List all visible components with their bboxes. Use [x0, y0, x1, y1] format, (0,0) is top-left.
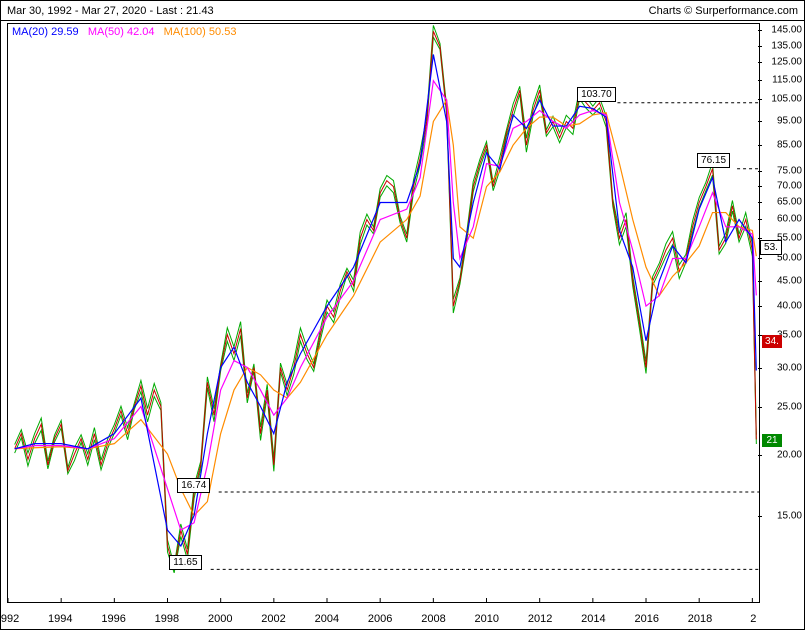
price-annotation: 16.74	[177, 478, 210, 493]
x-tick-label: 2006	[368, 613, 392, 625]
x-tick-label: 2010	[475, 613, 499, 625]
price-flag: 21	[762, 434, 782, 447]
stock-chart-container: Mar 30, 1992 - Mar 27, 2020 - Last : 21.…	[0, 0, 805, 630]
y-tick-label: 85.00	[762, 139, 802, 150]
credit-label: Charts © Surperformance.com	[649, 5, 798, 18]
y-tick-label: 20.00	[762, 449, 802, 460]
x-tick-label: 2012	[528, 613, 552, 625]
x-tick-label: 2014	[581, 613, 605, 625]
x-tick-label: 1996	[101, 613, 125, 625]
y-tick-label: 115.00	[762, 74, 802, 85]
y-tick-label: 60.00	[762, 214, 802, 225]
y-tick-label: 75.00	[762, 166, 802, 177]
y-tick-label: 145.00	[762, 25, 802, 36]
y-tick-label: 45.00	[762, 275, 802, 286]
x-tick-label: 2008	[421, 613, 445, 625]
x-tick-label: 1998	[155, 613, 179, 625]
chart-header: Mar 30, 1992 - Mar 27, 2020 - Last : 21.…	[1, 3, 804, 21]
x-tick-label: 2016	[634, 613, 658, 625]
price-flag: 53.	[760, 240, 782, 255]
y-tick-label: 105.00	[762, 94, 802, 105]
y-tick-label: 30.00	[762, 362, 802, 373]
y-tick-label: 135.00	[762, 40, 802, 51]
y-tick-label: 40.00	[762, 301, 802, 312]
plot-area: MA(20) 29.59 MA(50) 42.04 MA(100) 50.53	[7, 23, 760, 603]
x-tick-label: 1992	[0, 613, 19, 625]
price-flag: 34.	[762, 335, 782, 348]
chart-svg	[8, 24, 759, 602]
y-tick-label: 70.00	[762, 181, 802, 192]
x-tick-label: 2018	[688, 613, 712, 625]
price-annotation: 103.70	[577, 87, 616, 102]
x-tick-label: 2000	[208, 613, 232, 625]
y-tick-label: 15.00	[762, 511, 802, 522]
y-tick-label: 65.00	[762, 197, 802, 208]
y-tick-label: 95.00	[762, 115, 802, 126]
x-tick-label: 1994	[48, 613, 72, 625]
price-annotation: 11.65	[169, 555, 201, 570]
y-tick-label: 125.00	[762, 57, 802, 68]
x-tick-label: 2004	[315, 613, 339, 625]
x-axis: 1992199419961998200020022004200620082010…	[7, 605, 760, 625]
x-tick-label: 2002	[261, 613, 285, 625]
date-range-label: Mar 30, 1992 - Mar 27, 2020 - Last : 21.…	[7, 5, 214, 17]
price-annotation: 76.15	[697, 153, 730, 168]
y-axis: 145.00 135.00 125.00 115.00 105.00 95.00 85.00…	[762, 23, 802, 603]
x-tick-label: 2	[750, 613, 756, 625]
y-tick-label: 25.00	[762, 401, 802, 412]
